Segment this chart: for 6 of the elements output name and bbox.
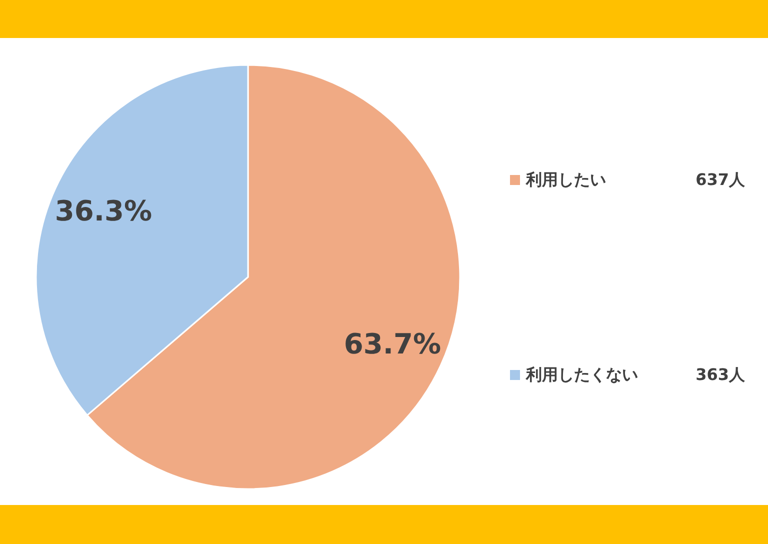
text: 637人 bbox=[696, 170, 746, 189]
legend-label: 利用したくない bbox=[525, 365, 638, 384]
legend-label: 利用したい bbox=[525, 170, 606, 189]
text: 363人 bbox=[696, 365, 746, 384]
data-label: 63.7% bbox=[344, 327, 442, 360]
data-label: 36.3% bbox=[54, 194, 152, 228]
